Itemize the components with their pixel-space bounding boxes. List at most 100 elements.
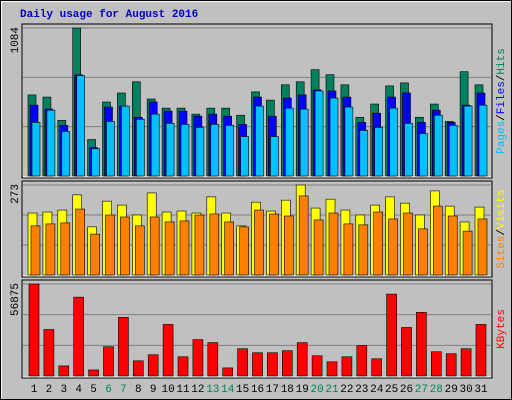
bar <box>162 324 174 377</box>
x-tick-label: 18 <box>281 384 294 396</box>
x-tick-label: 17 <box>266 384 279 396</box>
bar <box>359 130 369 177</box>
x-tick-label: 16 <box>251 384 264 396</box>
bar <box>401 327 412 377</box>
bar <box>475 324 487 377</box>
bar <box>447 215 458 276</box>
bar <box>136 119 145 177</box>
x-tick-label: 9 <box>150 384 157 396</box>
x-tick-label: 2 <box>46 384 53 396</box>
bar <box>147 354 159 377</box>
y-tick-label: 56875 <box>10 283 22 316</box>
x-tick-label: 14 <box>221 384 235 396</box>
x-tick-label: 21 <box>325 384 339 396</box>
bar <box>43 329 55 377</box>
x-tick-label: 28 <box>430 384 443 396</box>
bar <box>76 75 85 177</box>
bar <box>103 346 114 377</box>
x-tick-label: 24 <box>370 384 384 396</box>
bar <box>207 342 219 377</box>
x-tick-label: 31 <box>474 384 488 396</box>
bar <box>404 122 413 177</box>
bar <box>60 222 71 276</box>
bar <box>75 208 85 276</box>
bar <box>88 369 99 377</box>
bar <box>433 114 443 177</box>
bar <box>283 215 294 276</box>
bar <box>298 195 309 276</box>
bar <box>341 356 353 377</box>
bar <box>371 358 383 377</box>
legend-entry: Sites <box>496 236 508 269</box>
bar <box>270 136 279 177</box>
x-tick-label: 8 <box>135 384 142 396</box>
legend-entry: Visits <box>496 189 508 229</box>
x-tick-label: 26 <box>400 384 413 396</box>
x-tick-label: 11 <box>176 384 190 396</box>
bar <box>416 312 427 377</box>
x-tick-label: 15 <box>236 384 249 396</box>
bar <box>311 355 323 377</box>
x-tick-label: 25 <box>385 384 398 396</box>
bar <box>91 148 100 177</box>
bar <box>222 367 233 377</box>
bar <box>135 225 145 276</box>
bar <box>180 124 190 177</box>
bar <box>58 365 70 377</box>
x-tick-label: 27 <box>415 384 428 396</box>
bar <box>31 122 41 177</box>
bar <box>432 205 443 276</box>
legend-entry: Pages <box>496 121 508 154</box>
bar <box>313 219 324 276</box>
bar <box>356 345 368 377</box>
bar <box>133 360 144 377</box>
legend-entry: KBytes <box>496 309 508 349</box>
bar <box>195 127 205 177</box>
bar <box>373 211 384 276</box>
bar <box>225 125 234 177</box>
bar <box>418 228 428 276</box>
bar <box>255 105 264 177</box>
bar <box>90 233 100 276</box>
bar <box>388 218 398 276</box>
bar <box>329 97 339 177</box>
bar <box>281 350 293 377</box>
bar <box>239 226 249 276</box>
bar <box>165 122 175 177</box>
bar <box>177 356 189 377</box>
x-tick-label: 12 <box>191 384 204 396</box>
bar <box>269 213 279 276</box>
legend: Pages/Files/Hits <box>496 48 508 154</box>
bar <box>389 107 398 177</box>
bar <box>430 351 442 377</box>
bar <box>328 212 339 276</box>
bar <box>45 223 56 276</box>
bar <box>252 352 263 377</box>
legend-entry: Hits <box>496 48 508 74</box>
bar <box>460 348 472 377</box>
y-tick-label: 273 <box>10 184 22 204</box>
x-tick-label: 5 <box>90 384 97 396</box>
bar <box>209 213 220 276</box>
bar <box>314 90 324 177</box>
bar <box>267 352 278 377</box>
bar <box>254 209 264 276</box>
chart-title: Daily usage for August 2016 <box>20 9 198 21</box>
bar <box>448 125 458 177</box>
bar <box>419 133 428 177</box>
y-tick-label: 1084 <box>10 27 22 54</box>
x-tick-label: 6 <box>105 384 112 396</box>
bar <box>30 225 41 276</box>
bar <box>296 342 308 377</box>
bar <box>224 221 234 276</box>
bar <box>237 348 248 377</box>
bar <box>326 361 338 377</box>
x-tick-label: 20 <box>310 384 323 396</box>
bar <box>106 121 115 177</box>
bar <box>240 136 249 177</box>
legend-entry: Files <box>496 81 508 114</box>
bar <box>374 127 384 177</box>
bar <box>120 216 130 276</box>
